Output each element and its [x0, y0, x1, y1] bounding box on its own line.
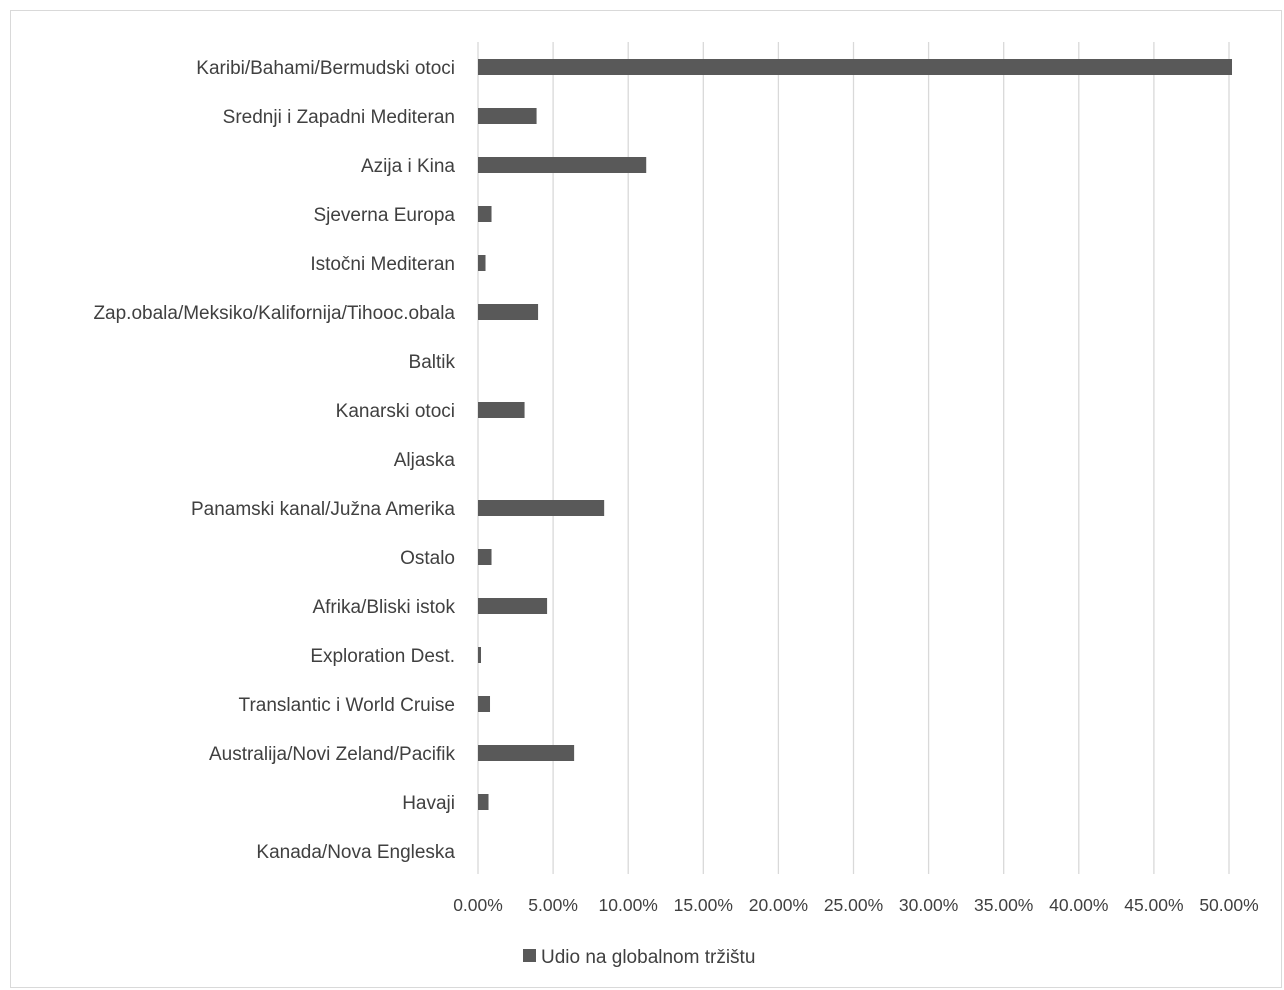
x-tick-label: 5.00% [528, 895, 578, 915]
category-label: Azija i Kina [361, 156, 455, 177]
x-tick-labels: 0.00% 5.00% 10.00% 15.00% 20.00% 25.00% 30.00%… [453, 895, 1258, 915]
category-label: Ostalo [400, 548, 455, 569]
category-label: Exploration Dest. [310, 646, 455, 667]
x-tick-label: 15.00% [674, 895, 733, 915]
legend-swatch [523, 949, 536, 962]
category-label: Sjeverna Europa [313, 205, 455, 226]
x-tick-label: 35.00% [974, 895, 1033, 915]
bars [478, 59, 1233, 810]
category-label: Zap.obala/Meksiko/Kalifornija/Tihooc.oba… [93, 303, 455, 324]
legend-label: Udio na globalnom tržištu [541, 947, 755, 968]
bar [478, 598, 548, 614]
gridlines [477, 42, 1230, 874]
bar [478, 59, 1233, 75]
x-tick-label: 50.00% [1199, 895, 1258, 915]
x-tick-label: 25.00% [824, 895, 883, 915]
category-label: Panamski kanal/Južna Amerika [191, 499, 455, 520]
bar [478, 157, 647, 173]
x-tick-label: 40.00% [1049, 895, 1108, 915]
category-label: Aljaska [394, 450, 456, 471]
category-labels: Karibi/Bahami/Bermudski otoci Srednji i Z… [93, 58, 455, 863]
x-tick-label: 30.00% [899, 895, 958, 915]
bar [478, 108, 537, 124]
category-label: Translantic i World Cruise [239, 695, 455, 716]
category-label: Kanarski otoci [336, 401, 455, 422]
category-label: Kanada/Nova Engleska [256, 842, 455, 863]
category-label: Australija/Novi Zeland/Pacifik [209, 744, 456, 765]
bar [478, 549, 492, 565]
x-tick-label: 20.00% [749, 895, 808, 915]
bar [478, 402, 525, 418]
category-label: Baltik [409, 352, 456, 373]
x-tick-label: 10.00% [599, 895, 658, 915]
bar [478, 500, 605, 516]
bar [478, 696, 491, 712]
bar [478, 647, 482, 663]
bar [478, 206, 492, 222]
legend: Udio na globalnom tržištu [523, 947, 755, 968]
bar [478, 794, 489, 810]
bar [478, 255, 486, 271]
category-label: Karibi/Bahami/Bermudski otoci [196, 58, 455, 79]
x-tick-label: 0.00% [453, 895, 503, 915]
category-label: Srednji i Zapadni Mediteran [223, 107, 455, 128]
x-tick-label: 45.00% [1124, 895, 1183, 915]
category-label: Havaji [402, 793, 455, 814]
category-label: Afrika/Bliski istok [312, 597, 455, 618]
category-label: Istočni Mediteran [310, 254, 455, 275]
bar [478, 304, 539, 320]
bar [478, 745, 575, 761]
